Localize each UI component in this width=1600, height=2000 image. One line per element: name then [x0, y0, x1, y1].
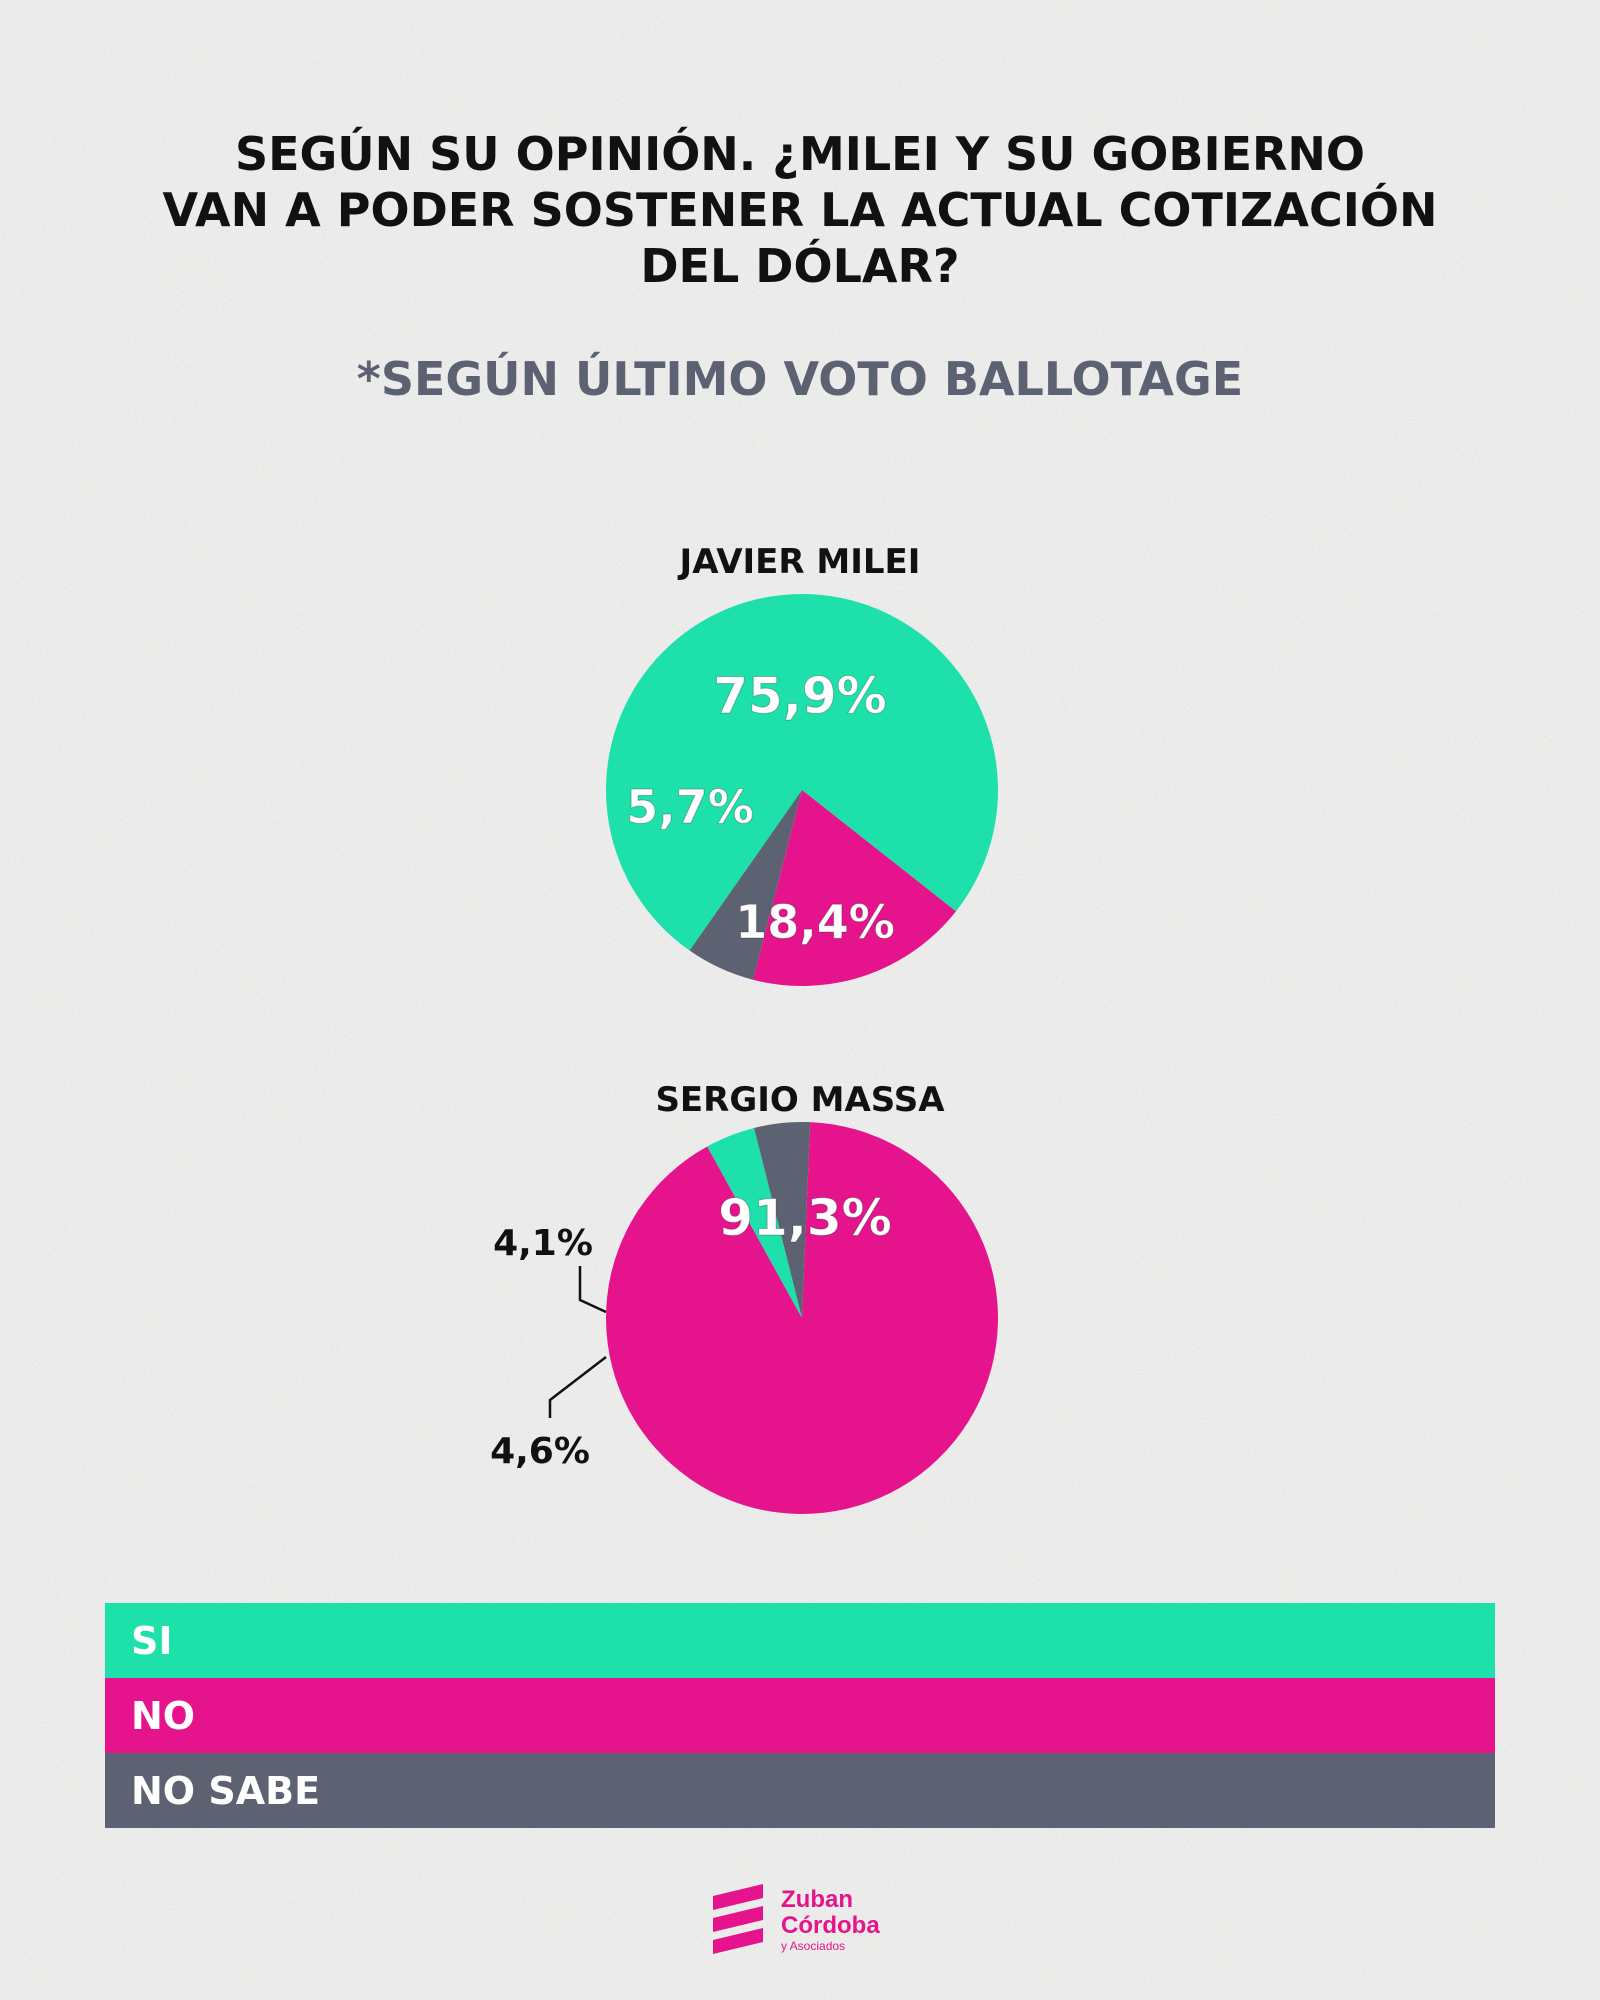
leader-line-massa-no-sabe: [548, 1356, 607, 1418]
logo-line-3: y Asociados: [781, 1939, 846, 1953]
pie-slice-massa-si: [707, 1127, 802, 1318]
logo-text: Zuban Córdoba y Asociados: [781, 1886, 880, 1954]
pie-slice-milei-no: [752, 790, 956, 986]
pie-title-milei: JAVIER MILEI: [679, 542, 921, 582]
legend-item-no: NO: [105, 1678, 1495, 1753]
data-label-milei-no: 18,4%: [735, 895, 895, 949]
pie-slice-milei-si: [606, 593, 999, 951]
logo-line-1: Zuban: [781, 1886, 853, 1913]
pie-slice-massa-no-sabe: [754, 1121, 811, 1318]
title-line-3: DEL DÓLAR?: [640, 239, 960, 293]
leader-line-massa-si: [578, 1266, 607, 1314]
pie-title-massa: SERGIO MASSA: [655, 1080, 945, 1120]
data-label-massa-no-sabe: 4,6%: [490, 1431, 590, 1472]
legend-item-no-sabe: NO SABE: [105, 1753, 1495, 1828]
legend-label-si: SI: [131, 1618, 173, 1663]
logo-line-2: Córdoba: [781, 1912, 880, 1939]
logo-mark-icon: [713, 1884, 763, 1954]
legend-item-si: SI: [105, 1603, 1495, 1678]
chart-subtitle: *SEGÚN ÚLTIMO VOTO BALLOTAGE: [356, 352, 1244, 406]
title-line-1: SEGÚN SU OPINIÓN. ¿MILEI Y SU GOBIERNO: [234, 127, 1366, 181]
pie-slice-milei-no-sabe: [689, 790, 802, 980]
legend-label-no: NO: [131, 1693, 196, 1738]
data-label-milei-no-sabe: 5,7%: [626, 780, 754, 834]
zuban-cordoba-logo: Zuban Córdoba y Asociados: [703, 1880, 880, 1960]
data-label-massa-no: 91,3%: [718, 1189, 891, 1247]
data-label-milei-si: 75,9%: [713, 667, 886, 725]
data-label-massa-si: 4,1%: [493, 1223, 593, 1264]
title-line-2: VAN A PODER SOSTENER LA ACTUAL COTIZACIÓ…: [162, 183, 1438, 237]
legend: SI NO NO SABE: [105, 1603, 1495, 1828]
chart-title: SEGÚN SU OPINIÓN. ¿MILEI Y SU GOBIERNO V…: [0, 126, 1600, 294]
legend-label-no-sabe: NO SABE: [131, 1768, 321, 1813]
pie-slice-massa-no: [606, 1122, 999, 1514]
